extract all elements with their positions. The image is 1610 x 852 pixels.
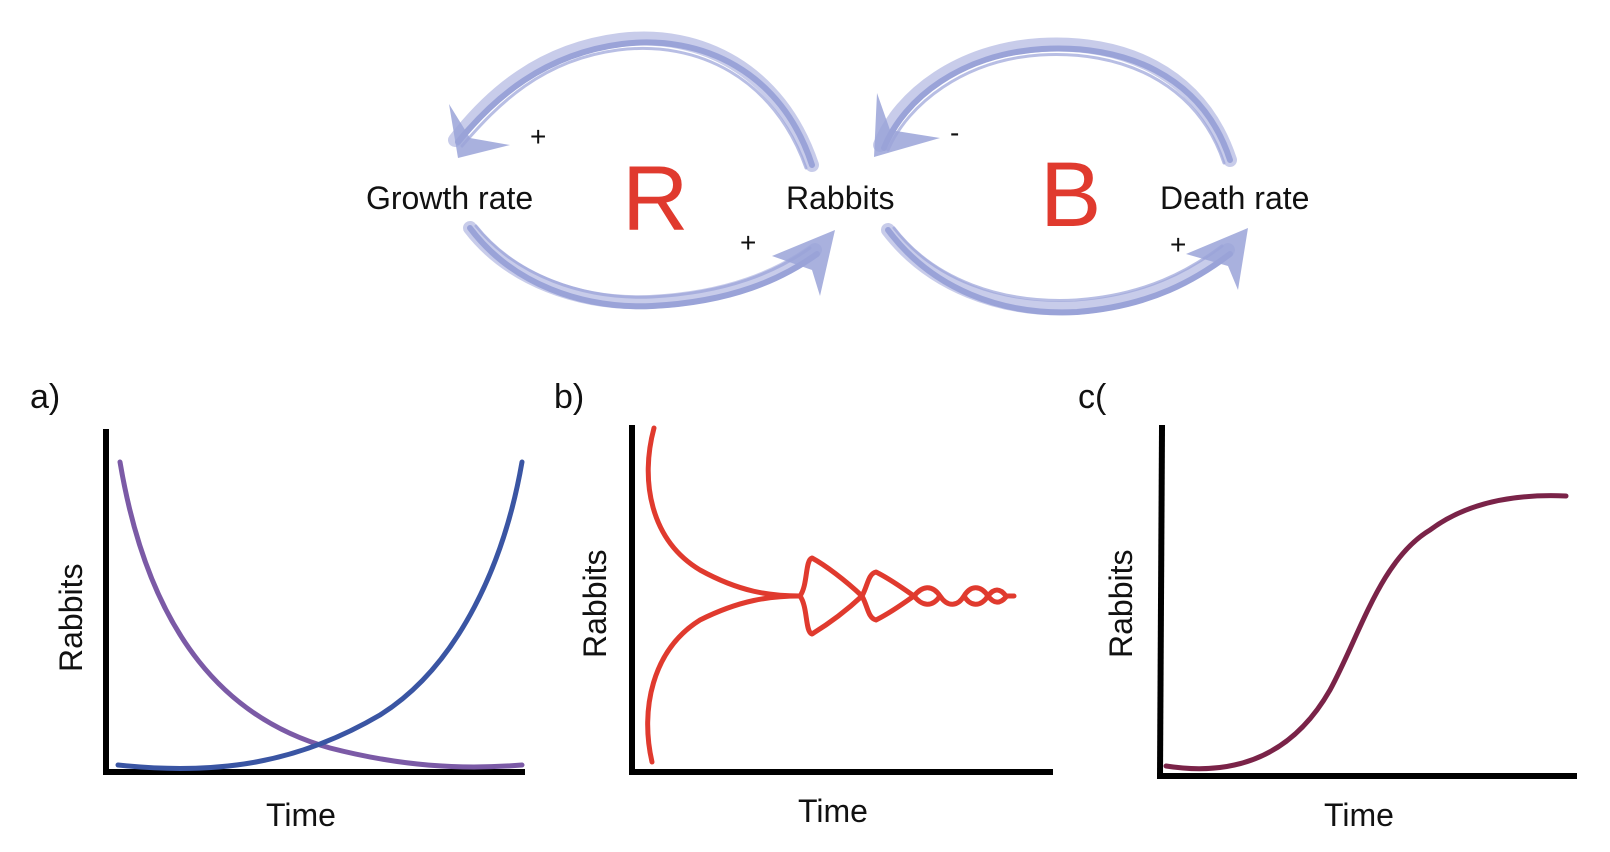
panel-b: b) Rabbits Time [554,378,1053,829]
panel-c-y-label: Rabbits [1103,550,1139,659]
panel-b-x-label: Time [798,793,868,829]
polarity-growth-to-rabbits: + [740,227,756,258]
causal-loop-diagram: Growth rate Rabbits Death rate R B + + -… [366,31,1309,316]
loop-reinforcing-label: R [622,148,688,250]
panel-a-x-label: Time [266,797,336,833]
panel-a-label: a) [30,378,60,416]
polarity-rabbits-to-death: + [1170,229,1186,260]
panel-b-upper-curve [645,425,803,599]
arrow-rabbits-to-growth-rate [448,31,819,172]
panel-c-x-label: Time [1324,797,1394,833]
panel-a-decay-curve [117,459,525,770]
panel-c: c( Rabbits Time [1078,378,1577,833]
panel-b-y-label: Rabbits [577,550,613,659]
panel-c-sigmoid-curve [1163,493,1569,772]
arrow-death-rate-to-rabbits [873,37,1237,167]
node-death-rate: Death rate [1160,180,1309,216]
polarity-rabbits-to-growth: + [530,121,546,152]
panel-a-y-label: Rabbits [53,564,89,673]
panel-b-oscillation [797,555,1017,637]
panel-c-label: c( [1078,378,1107,416]
arrow-rabbits-to-death-rate [881,223,1248,316]
panel-a-growth-curve [115,459,525,772]
node-rabbits: Rabbits [786,180,895,216]
panel-c-y-axis [1156,424,1166,780]
arrow-growth-rate-to-rabbits [463,221,835,310]
panel-a: a) Rabbits Time [30,378,525,833]
panel-b-lower-curve [645,593,803,765]
node-growth-rate: Growth rate [366,180,533,216]
polarity-death-to-rabbits: - [950,117,959,148]
panel-b-label: b) [554,378,584,416]
loop-balancing-label: B [1040,144,1101,246]
